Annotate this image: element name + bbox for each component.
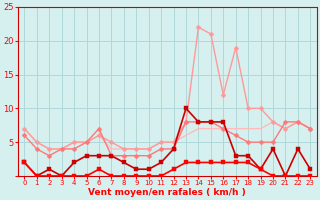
X-axis label: Vent moyen/en rafales ( km/h ): Vent moyen/en rafales ( km/h ) xyxy=(88,188,246,197)
